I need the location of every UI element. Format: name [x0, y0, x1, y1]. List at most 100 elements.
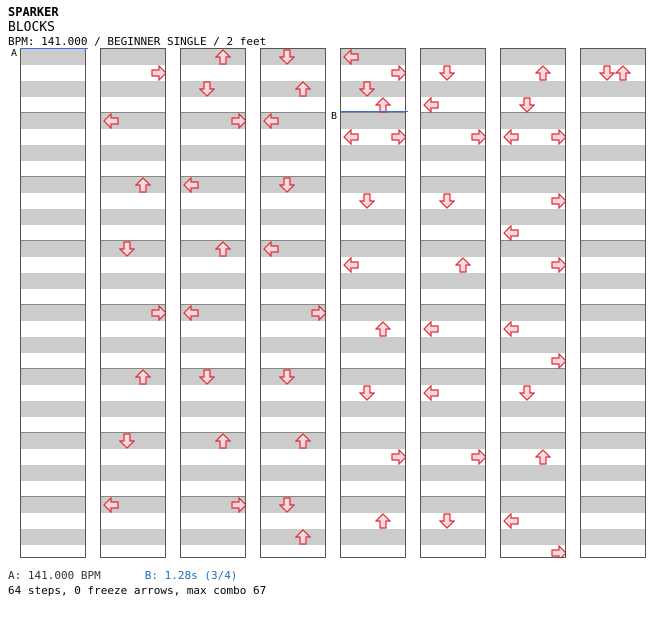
measure-line: [501, 112, 565, 113]
arrow-left-icon: [263, 113, 279, 129]
arrow-right-icon: [551, 193, 565, 209]
subtitle: BLOCKS: [8, 20, 55, 35]
arrow-right-icon: [311, 305, 325, 321]
arrow-left-icon: [423, 385, 439, 401]
measure-line: [181, 304, 245, 305]
arrow-right-icon: [151, 65, 165, 81]
arrow-right-icon: [471, 129, 485, 145]
arrow-right-icon: [151, 305, 165, 321]
arrow-left-icon: [423, 321, 439, 337]
measure-line: [101, 176, 165, 177]
measure-line: [501, 176, 565, 177]
arrow-up-icon: [135, 369, 151, 385]
measure-line: [261, 304, 325, 305]
measure-line: [421, 496, 485, 497]
measure-line: [261, 176, 325, 177]
arrow-down-icon: [279, 369, 295, 385]
title: SPARKER: [8, 5, 59, 19]
arrow-down-icon: [439, 193, 455, 209]
arrow-right-icon: [391, 129, 405, 145]
arrow-up-icon: [455, 257, 471, 273]
arrow-left-icon: [263, 241, 279, 257]
bpm-change-line-a: [20, 48, 88, 49]
arrow-up-icon: [215, 433, 231, 449]
measure-line: [341, 432, 405, 433]
arrow-left-icon: [183, 177, 199, 193]
chart-column: [100, 48, 166, 558]
arrow-left-icon: [503, 129, 519, 145]
arrow-left-icon: [503, 513, 519, 529]
arrow-right-icon: [471, 449, 485, 465]
measure-line: [581, 240, 645, 241]
arrow-right-icon: [551, 545, 565, 557]
arrow-down-icon: [439, 513, 455, 529]
measure-line: [581, 496, 645, 497]
arrow-down-icon: [119, 433, 135, 449]
measure-line: [21, 368, 85, 369]
measure-line: [21, 304, 85, 305]
bpm-line: BPM: 141.000 / BEGINNER SINGLE / 2 feet: [8, 35, 267, 48]
measure-line: [421, 368, 485, 369]
measure-line: [501, 432, 565, 433]
arrow-down-icon: [199, 369, 215, 385]
measure-line: [501, 304, 565, 305]
measure-line: [101, 240, 165, 241]
arrow-down-icon: [279, 497, 295, 513]
measure-line: [101, 496, 165, 497]
arrow-down-icon: [599, 65, 615, 81]
arrow-down-icon: [519, 385, 535, 401]
arrow-left-icon: [343, 257, 359, 273]
arrow-right-icon: [391, 449, 405, 465]
arrow-down-icon: [359, 385, 375, 401]
measure-line: [341, 368, 405, 369]
measure-line: [21, 176, 85, 177]
arrow-down-icon: [279, 49, 295, 65]
arrow-down-icon: [119, 241, 135, 257]
arrow-left-icon: [503, 225, 519, 241]
measure-line: [261, 112, 325, 113]
measure-line: [181, 368, 245, 369]
measure-line: [421, 240, 485, 241]
measure-line: [21, 496, 85, 497]
measure-line: [341, 240, 405, 241]
chart-column: [20, 48, 86, 558]
measure-line: [341, 112, 405, 113]
arrow-right-icon: [231, 497, 245, 513]
measure-line: [501, 496, 565, 497]
measure-line: [101, 432, 165, 433]
chart-column: [180, 48, 246, 558]
footer-bpm-info: A: 141.000 BPM B: 1.28s (3/4): [8, 569, 237, 582]
measure-line: [581, 432, 645, 433]
bpm-change-line-b: [340, 111, 408, 112]
arrow-up-icon: [375, 321, 391, 337]
arrow-up-icon: [375, 97, 391, 113]
measure-line: [421, 304, 485, 305]
arrow-right-icon: [391, 65, 405, 81]
measure-line: [101, 368, 165, 369]
arrow-right-icon: [551, 129, 565, 145]
measure-line: [581, 176, 645, 177]
measure-line: [181, 432, 245, 433]
footer-stats: 64 steps, 0 freeze arrows, max combo 67: [8, 584, 267, 597]
measure-line: [181, 496, 245, 497]
measure-line: [501, 240, 565, 241]
arrow-up-icon: [375, 513, 391, 529]
chart-column: [420, 48, 486, 558]
arrow-left-icon: [103, 497, 119, 513]
measure-line: [181, 240, 245, 241]
measure-line: [341, 304, 405, 305]
arrow-up-icon: [295, 529, 311, 545]
measure-line: [181, 112, 245, 113]
arrow-up-icon: [295, 81, 311, 97]
arrow-right-icon: [551, 353, 565, 369]
arrow-left-icon: [343, 49, 359, 65]
measure-line: [21, 240, 85, 241]
marker-b: B: [331, 111, 338, 122]
arrow-up-icon: [535, 65, 551, 81]
measure-line: [581, 368, 645, 369]
measure-line: [341, 176, 405, 177]
measure-line: [581, 112, 645, 113]
footer-bpm-b: B: 1.28s (3/4): [144, 569, 238, 582]
measure-line: [101, 304, 165, 305]
arrow-down-icon: [279, 177, 295, 193]
